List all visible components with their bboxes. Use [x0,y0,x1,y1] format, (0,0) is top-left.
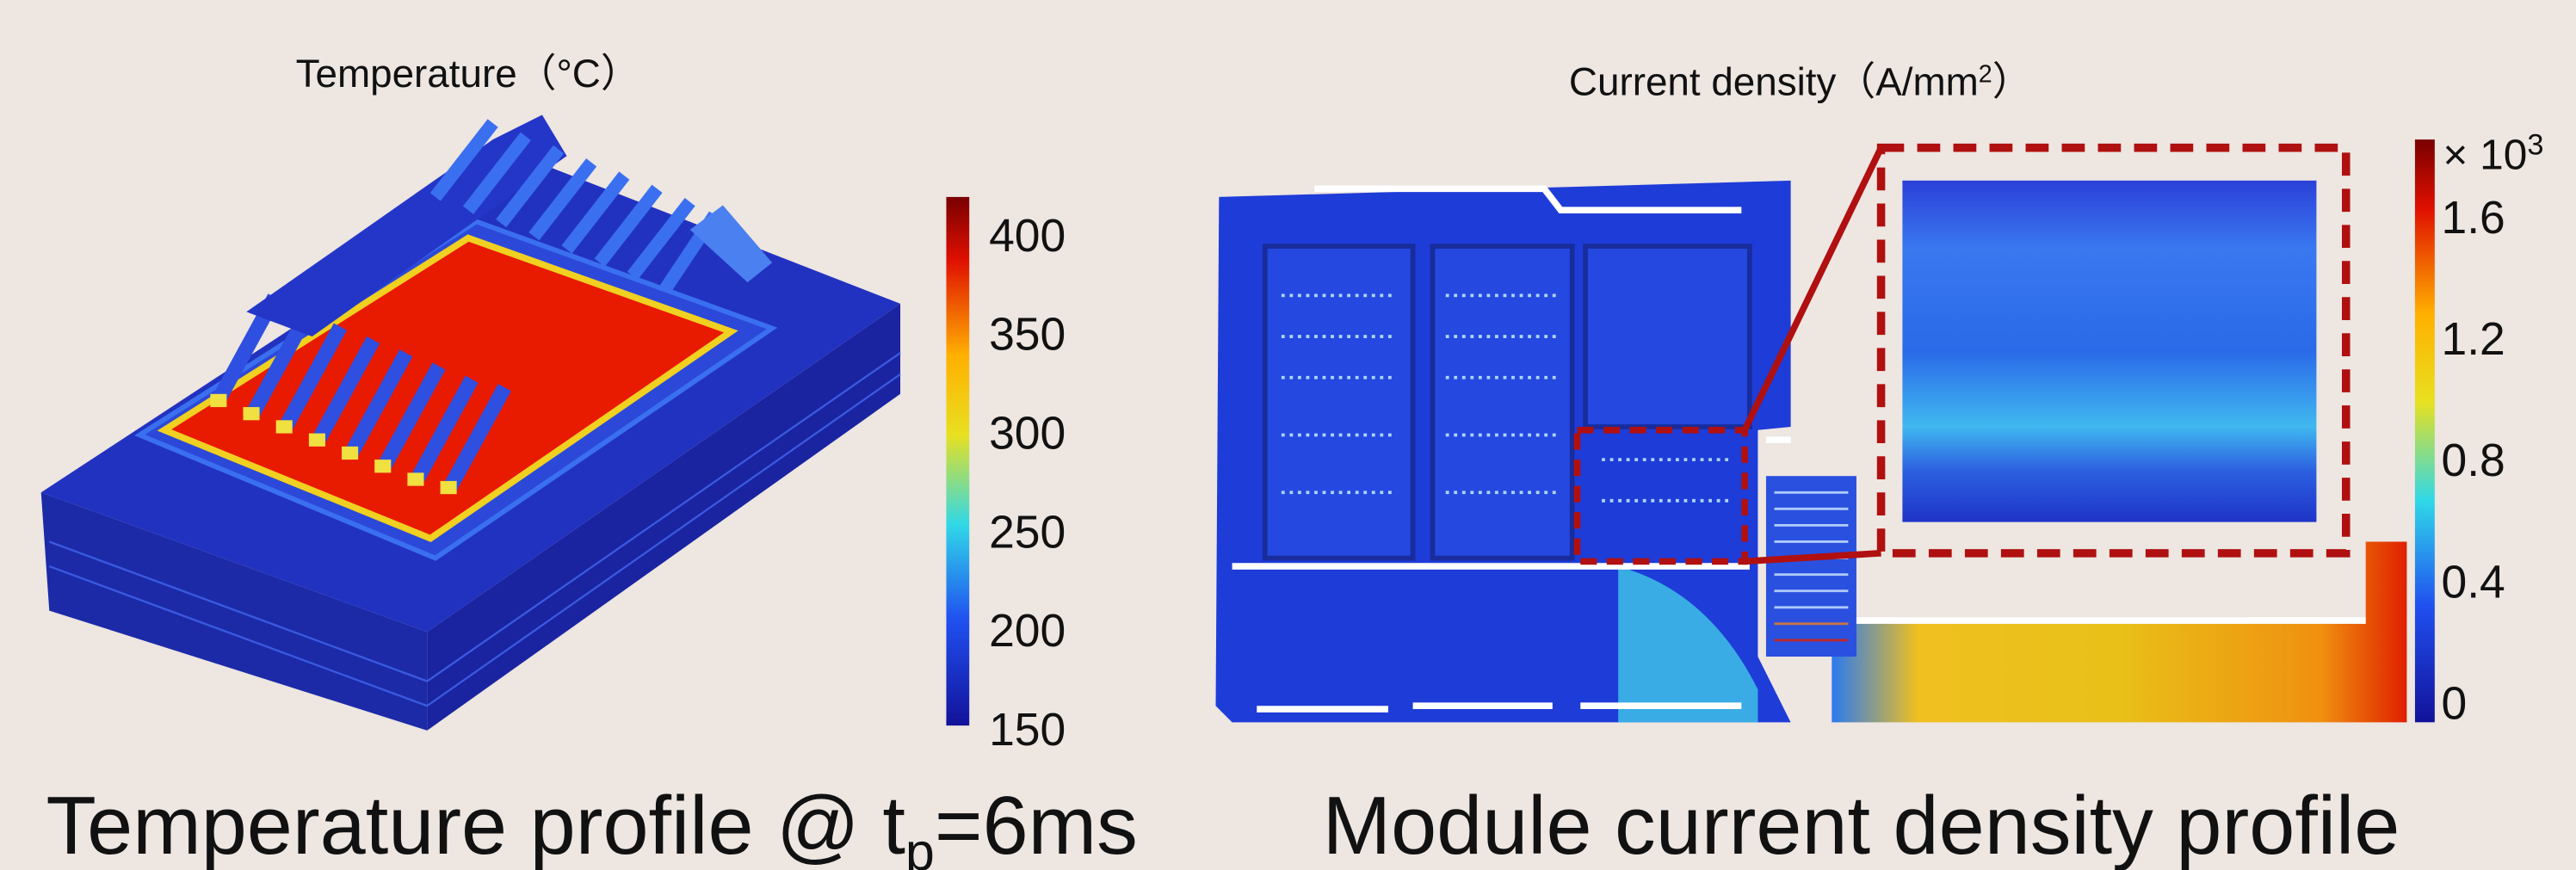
caption-text: Temperature profile @ t [46,781,905,870]
colorbar-multiplier: × 103 [2443,128,2543,178]
colorbar-tick-label: 300 [989,409,1066,460]
page: {"left": {"title": "Temperature（°C）", "c… [0,0,2576,870]
thermal-model [41,115,900,731]
title-text: ） [1992,60,2032,104]
panel-title: Current density（A/mm2） [1569,60,2032,104]
panel-title: Temperature（°C） [296,52,640,96]
caption-subscript: p [905,823,935,870]
title-text: Current density（A/mm [1569,60,1979,104]
colorbar-tick-label: 0.4 [2441,557,2505,608]
colorbar-tick-label: 0 [2441,679,2467,730]
colorbar-tick-label: 1.2 [2441,314,2505,365]
colorbar [946,197,969,725]
colorbar-tick-label: 0.8 [2441,435,2505,486]
colorbar-tick-label: 400 [989,211,1066,262]
colorbar-tick-label: 350 [989,310,1066,361]
figure: Temperature（°C） Current density（A/mm2） ×… [0,0,2576,870]
colorbar-tick-label: 250 [989,507,1066,558]
title-superscript: 2 [1979,60,1992,88]
colorbar-tick-label: 200 [989,606,1066,657]
multiplier-superscript: 3 [2527,128,2543,161]
caption-text: =6ms [935,781,1138,870]
colorbar-tick-label: 150 [989,705,1066,756]
colorbar-tick-label: 1.6 [2441,193,2505,244]
caption: Module current density profile [1323,781,2400,870]
multiplier-text: × 10 [2443,130,2527,178]
colorbar [2415,139,2435,722]
caption: Temperature profile @ tp=6ms [46,781,1137,870]
